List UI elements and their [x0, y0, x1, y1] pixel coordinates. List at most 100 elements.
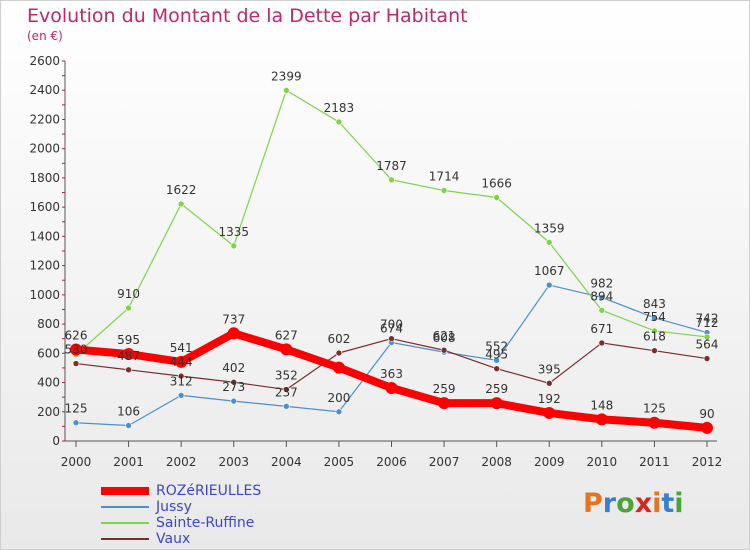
data-label: 671	[590, 322, 613, 336]
data-label: 487	[117, 349, 140, 363]
data-point	[701, 421, 713, 434]
data-point	[545, 379, 553, 387]
y-tick-label: 400	[37, 376, 60, 390]
y-tick-label: 2000	[29, 142, 60, 156]
data-point	[335, 118, 343, 126]
x-tick-label: 2006	[376, 455, 407, 469]
data-label: 910	[117, 287, 140, 301]
legend-label: Sainte-Ruffine	[156, 515, 255, 531]
data-point	[177, 372, 185, 380]
chart-title: Evolution du Montant de la Dette par Hab…	[27, 5, 468, 27]
logo-letter: i	[652, 488, 662, 519]
x-tick-label: 2007	[429, 455, 460, 469]
legend-item: Sainte-Ruffine	[101, 515, 351, 531]
x-tick-label: 2002	[166, 455, 197, 469]
data-label: 595	[117, 333, 140, 347]
data-point	[440, 346, 448, 354]
data-point	[230, 242, 238, 250]
data-point	[595, 413, 608, 426]
x-tick-label: 2003	[218, 455, 249, 469]
data-point	[438, 397, 451, 410]
data-point	[122, 348, 135, 361]
logo-letter: r	[602, 488, 617, 519]
data-point	[283, 403, 290, 410]
data-point	[335, 408, 343, 416]
data-label: 402	[222, 361, 245, 375]
series-line-sainte-ruffine	[75, 89, 708, 356]
data-point	[125, 422, 132, 429]
data-label: 700	[380, 318, 403, 332]
y-tick-label: 600	[37, 346, 60, 360]
y-tick-label: 2600	[29, 54, 60, 68]
data-point	[545, 239, 553, 246]
data-point	[125, 366, 132, 374]
legend: ROZéRIEULLES Jussy Sainte-Ruffine Vaux	[101, 483, 351, 547]
data-point	[72, 419, 80, 427]
legend-item: Jussy	[101, 499, 351, 515]
data-label: 618	[643, 330, 666, 344]
data-label: 1067	[534, 264, 565, 278]
data-point	[335, 349, 343, 357]
data-label: 843	[643, 297, 666, 311]
data-label: 395	[538, 362, 561, 376]
x-tick-label: 2001	[113, 455, 144, 469]
data-point	[493, 365, 500, 372]
data-label: 552	[485, 339, 508, 353]
data-label: 982	[590, 276, 613, 290]
data-label: 1787	[376, 159, 407, 173]
data-point	[651, 314, 658, 322]
data-label: 312	[170, 374, 193, 388]
legend-swatch	[101, 522, 149, 524]
data-point	[283, 386, 290, 393]
data-point	[388, 176, 395, 184]
data-label: 192	[538, 392, 561, 406]
data-point	[177, 200, 185, 208]
data-point	[332, 361, 345, 374]
data-point	[230, 378, 238, 386]
data-label: 273	[222, 380, 245, 394]
data-point	[598, 294, 606, 301]
data-point	[280, 343, 293, 356]
y-tick-label: 2200	[29, 112, 60, 126]
data-label: 541	[170, 341, 193, 355]
data-point	[543, 406, 556, 419]
logo-letter: t	[661, 488, 675, 519]
data-point	[493, 357, 500, 364]
data-label: 530	[65, 343, 88, 357]
data-label: 125	[643, 402, 666, 416]
data-label: 352	[275, 369, 298, 383]
x-tick-label: 2008	[481, 455, 512, 469]
data-label: 259	[433, 382, 456, 396]
data-label: 148	[590, 398, 613, 412]
data-point	[72, 360, 80, 367]
data-point	[703, 355, 711, 362]
y-tick-label: 1800	[29, 171, 60, 185]
legend-item: Vaux	[101, 531, 351, 547]
data-label: 1359	[534, 221, 565, 235]
data-point	[648, 416, 661, 429]
data-label: 737	[222, 312, 245, 326]
legend-swatch	[101, 506, 149, 508]
data-point	[175, 355, 188, 368]
data-label: 608	[433, 331, 456, 345]
legend-swatch	[101, 487, 149, 495]
data-point	[545, 281, 553, 289]
data-point	[283, 87, 290, 94]
data-point	[598, 307, 606, 314]
x-tick-label: 2011	[639, 455, 670, 469]
data-point	[651, 347, 658, 354]
data-point	[385, 381, 398, 394]
data-label: 363	[380, 367, 403, 381]
data-point	[651, 327, 658, 335]
data-label: 200	[327, 391, 350, 405]
data-label: 495	[485, 348, 508, 362]
data-label: 712	[696, 316, 719, 330]
data-label: 674	[380, 321, 403, 335]
data-label: 894	[590, 289, 613, 303]
x-tick-label: 2010	[587, 455, 618, 469]
legend-swatch	[101, 538, 149, 540]
y-tick-label: 2400	[29, 83, 60, 97]
logo-letter: P	[583, 488, 603, 519]
